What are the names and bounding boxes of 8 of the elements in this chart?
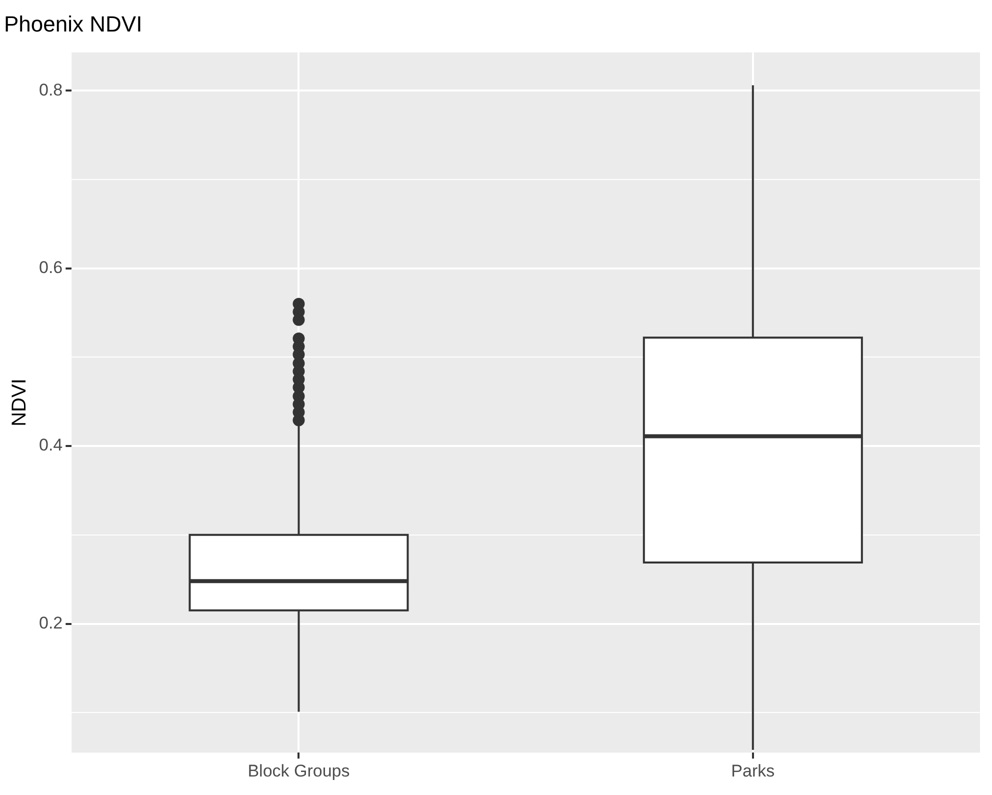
y-tick-label: 0.6 [38,258,63,278]
y-tick-label: 0.8 [38,80,63,100]
x-tick-label: Parks [731,761,775,780]
y-tick-label: 0.2 [38,613,63,632]
y-tick-label: 0.4 [38,436,63,455]
chart-title: Phoenix NDVI [4,11,142,36]
y-axis-title: NDVI [8,378,31,426]
x-tick-label: Block Groups [248,761,350,780]
